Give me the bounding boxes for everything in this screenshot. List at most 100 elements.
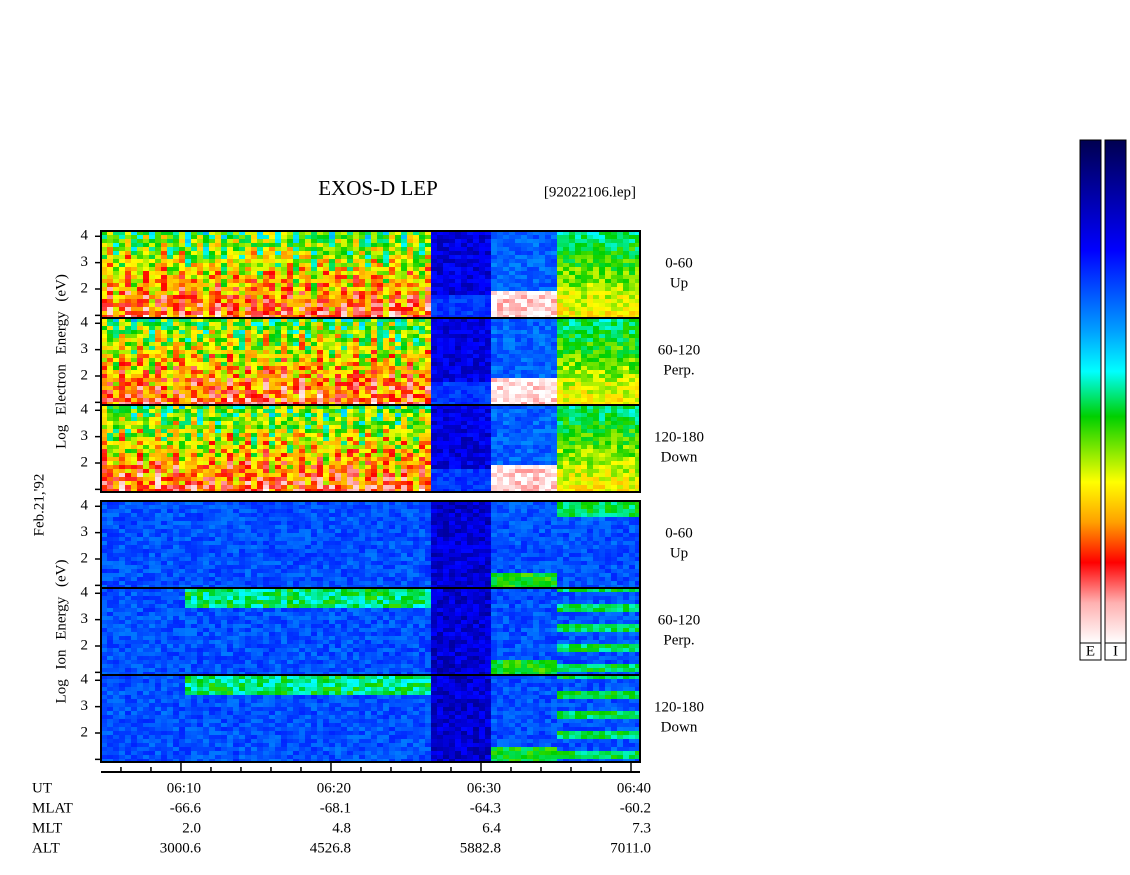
spectrogram-cell [359, 394, 365, 398]
spectrogram-cell [377, 279, 383, 283]
spectrogram-cell [167, 326, 173, 330]
spectrogram-cell [353, 283, 359, 287]
spectrogram-cell [365, 271, 371, 275]
spectrogram-cell [569, 291, 575, 295]
spectrogram-cell [581, 326, 587, 330]
spectrogram-cell [101, 303, 107, 307]
spectrogram-cell [119, 346, 125, 350]
spectrogram-cell [221, 259, 227, 263]
spectrogram-cell [503, 378, 509, 382]
spectrogram-cell [491, 251, 497, 255]
spectrogram-cell [611, 382, 617, 386]
spectrogram-cell [305, 382, 311, 386]
spectrogram-cell [317, 437, 323, 441]
spectrogram-cell [347, 469, 353, 473]
spectrogram-cell [329, 374, 335, 378]
spectrogram-cell [533, 267, 539, 271]
spectrogram-cell [305, 378, 311, 382]
spectrogram-cell [191, 457, 197, 461]
spectrogram-cell [143, 453, 149, 457]
spectrogram-cell [233, 441, 239, 445]
spectrogram-cell [149, 445, 155, 449]
spectrogram-cell [395, 279, 401, 283]
spectrogram-cell [395, 390, 401, 394]
spectrogram-cell [473, 311, 479, 315]
spectrogram-cell [113, 303, 119, 307]
spectrogram-cell [383, 295, 389, 299]
spectrogram-cell [383, 307, 389, 311]
spectrogram-cell [263, 382, 269, 386]
spectrogram-cell [425, 370, 431, 374]
spectrogram-cell [515, 271, 521, 275]
spectrogram-cell [575, 370, 581, 374]
spectrogram-cell [269, 485, 275, 489]
spectrogram-cell [605, 279, 611, 283]
spectrogram-cell [233, 370, 239, 374]
spectrogram-cell [341, 315, 347, 318]
spectrogram-cell [131, 338, 137, 342]
spectrogram-cell [293, 449, 299, 453]
spectrogram-cell [521, 259, 527, 263]
spectrogram-cell [191, 390, 197, 394]
spectrogram-cell [203, 326, 209, 330]
spectrogram-cell [623, 311, 629, 315]
spectrogram-cell [413, 279, 419, 283]
spectrogram-cell [347, 338, 353, 342]
spectrogram-cell [323, 358, 329, 362]
spectrogram-cell [287, 425, 293, 429]
spectrogram-cell [449, 231, 455, 235]
spectrogram-cell [311, 445, 317, 449]
spectrogram-cell [539, 382, 545, 386]
spectrogram-cell [167, 469, 173, 473]
spectrogram-cell [341, 235, 347, 239]
spectrogram-cell [437, 251, 443, 255]
spectrogram-cell [275, 350, 281, 354]
spectrogram-cell [167, 378, 173, 382]
spectrogram-cell [149, 342, 155, 346]
spectrogram-cell [623, 378, 629, 382]
spectrogram-cell [191, 386, 197, 390]
spectrogram-cell [263, 251, 269, 255]
spectrogram-cell [203, 489, 209, 492]
spectrogram-cell [155, 322, 161, 326]
spectrogram-cell [137, 409, 143, 413]
spectrogram-cell [473, 354, 479, 358]
spectrogram-cell [425, 366, 431, 370]
spectrogram-cell [329, 378, 335, 382]
spectrogram-cell [353, 295, 359, 299]
spectrogram-cell [221, 413, 227, 417]
spectrogram-cell [407, 235, 413, 239]
spectrogram-cell [407, 259, 413, 263]
spectrogram-cell [563, 247, 569, 251]
spectrogram-cell [407, 291, 413, 295]
spectrogram-cell [251, 481, 257, 485]
spectrogram-cell [425, 342, 431, 346]
spectrogram-cell [107, 366, 113, 370]
spectrogram-cell [245, 386, 251, 390]
spectrogram-cell [587, 386, 593, 390]
spectrogram-cell [185, 461, 191, 465]
spectrogram-cell [275, 390, 281, 394]
spectrogram-cell [299, 421, 305, 425]
spectrogram-cell [377, 271, 383, 275]
spectrogram-cell [389, 354, 395, 358]
spectrogram-cell [587, 267, 593, 271]
spectrogram-cell [251, 457, 257, 461]
spectrogram-cell [365, 263, 371, 267]
spectrogram-cell [173, 307, 179, 311]
spectrogram-cell [581, 338, 587, 342]
spectrogram-cell [113, 445, 119, 449]
spectrogram-cell [527, 318, 533, 322]
spectrogram-cell [419, 243, 425, 247]
spectrogram-cell [311, 390, 317, 394]
spectrogram-cell [323, 263, 329, 267]
spectrogram-cell [113, 330, 119, 334]
spectrogram-cell [359, 425, 365, 429]
spectrogram-cell [629, 235, 635, 239]
spectrogram-cell [143, 330, 149, 334]
spectrogram-cell [623, 307, 629, 311]
spectrogram-cell [125, 362, 131, 366]
spectrogram-cell [431, 307, 437, 311]
spectrogram-cell [317, 259, 323, 263]
spectrogram-cell [197, 437, 203, 441]
